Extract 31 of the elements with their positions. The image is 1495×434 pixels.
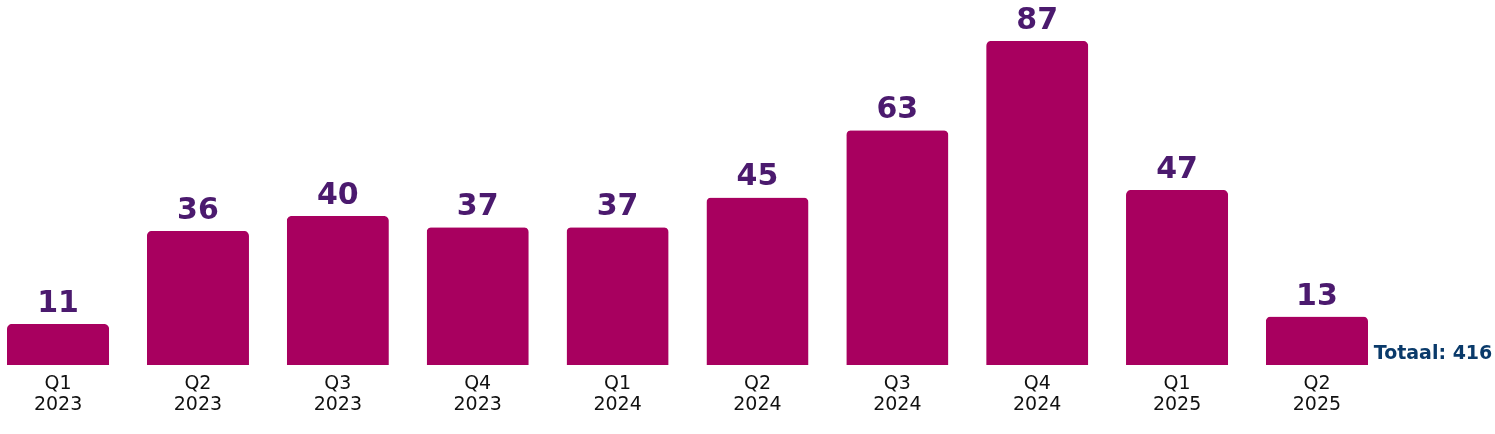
x-tick-label: Q2 2023 <box>173 370 223 414</box>
data-label: 11 <box>37 284 79 320</box>
bar <box>846 130 949 365</box>
bar <box>426 227 529 365</box>
bar <box>146 230 249 365</box>
x-tick-label: Q4 2024 <box>1013 370 1062 414</box>
data-label: 37 <box>456 187 499 223</box>
data-label: 37 <box>596 187 639 223</box>
x-tick-label: Q1 2025 <box>1152 370 1202 414</box>
bar <box>1265 316 1369 365</box>
data-label: 63 <box>876 90 919 126</box>
x-tick-label: Q4 2023 <box>453 370 502 414</box>
bar <box>986 40 1089 365</box>
x-tick-label: Q1 2024 <box>593 370 642 414</box>
bar <box>706 197 809 365</box>
x-tick-label: Q1 2023 <box>33 370 83 414</box>
data-label: 36 <box>177 190 219 226</box>
x-tick-label: Q3 2024 <box>873 370 922 414</box>
x-tick-label: Q2 2025 <box>1292 370 1342 414</box>
x-tick-label: Q2 2024 <box>733 370 782 414</box>
bar <box>566 227 669 365</box>
data-label: 87 <box>1016 0 1059 36</box>
annotation: Totaal: 416 <box>1373 341 1493 363</box>
data-label: 47 <box>1156 149 1198 185</box>
bar <box>286 216 389 365</box>
bar <box>1126 189 1229 365</box>
data-label: 13 <box>1296 276 1338 312</box>
bar <box>6 324 110 365</box>
data-label: 40 <box>316 176 359 211</box>
data-label: 45 <box>736 157 779 193</box>
x-tick-label: Q3 2023 <box>313 370 362 414</box>
